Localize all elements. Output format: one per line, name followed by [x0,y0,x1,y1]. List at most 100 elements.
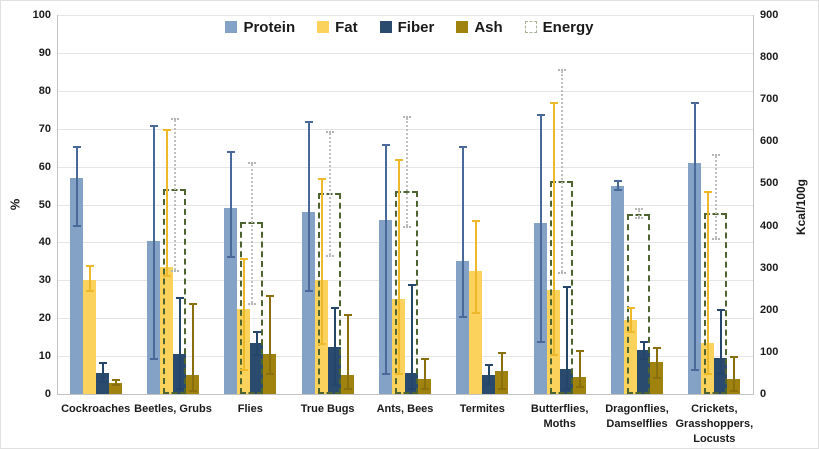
energy-error-cap [325,130,334,133]
error-cap-fiber [485,382,494,385]
error-bar-fat [166,128,168,277]
error-cap-ash [730,390,739,393]
y-axis-tick-right: 300 [760,261,779,274]
energy-error-bar [251,164,254,304]
error-cap-ash [111,384,120,387]
error-bar-protein [307,121,310,292]
gridline [57,15,753,16]
error-bar-ash [192,303,194,393]
error-bar-fat [398,159,400,376]
error-cap-fiber [176,297,184,300]
error-cap-fat [549,354,558,357]
error-cap-ash [421,388,429,391]
error-cap-fat [472,312,481,315]
y-axis-tick-left: 70 [38,122,51,135]
bar-fiber [714,357,728,394]
error-bar-fat [243,257,246,372]
y-axis-tick-left: 0 [44,388,51,400]
x-axis-label: Termites [459,403,505,415]
energy-error-bar [174,120,176,270]
gridline [57,280,753,282]
gridline [57,90,753,92]
bar-protein [301,212,315,394]
error-bar-fiber [488,363,491,385]
x-axis-label: Ants, Bees [376,403,434,415]
error-cap-ash [189,390,197,393]
y-axis-line-left [57,15,58,395]
error-cap-fiber [717,373,726,376]
energy-error-cap [248,303,257,306]
legend-label-fat: Fat [335,18,358,36]
gridline [57,318,753,320]
error-cap-fiber [562,388,571,391]
error-bar-fiber [101,361,104,383]
bar-protein [224,208,238,394]
bar-fiber [482,375,496,394]
bar-protein [456,261,470,394]
legend-item-fiber: Fiber [379,19,434,36]
legend-label-ash: Ash [474,18,503,36]
error-bar-protein [230,151,233,258]
legend-item-energy: Energy [524,19,594,36]
legend-item-ash: Ash [456,18,503,36]
error-cap-fat [240,369,249,372]
gridline [57,242,753,244]
error-cap-fiber [176,388,184,391]
error-bar-fat [475,219,478,315]
error-cap-protein [227,151,236,154]
error-cap-protein [304,289,313,292]
error-cap-ash [111,378,120,381]
y-axis-tick-right: 600 [760,135,779,148]
energy-error-bar [328,132,331,256]
error-bar-fat [320,177,323,345]
legend-swatch-fat [317,21,330,33]
error-cap-protein [459,316,468,319]
error-bar-fat [552,102,555,357]
gridline [57,204,753,206]
error-cap-fat [549,102,558,105]
error-cap-ash [498,388,507,391]
legend-label-protein: Protein [243,18,296,36]
energy-error-bar [406,118,408,226]
error-bar-protein [385,143,387,376]
error-cap-ash [343,314,352,317]
error-cap-ash [653,346,661,349]
error-cap-fiber [253,331,262,334]
error-cap-protein [72,225,81,228]
error-cap-protein [536,340,545,343]
energy-error-cap [403,225,411,228]
legend: Protein Fat Fiber Ash Energy [1,15,818,39]
error-bar-fat [88,265,91,292]
energy-error-cap [171,269,179,272]
y-axis-tick-left: 30 [38,274,51,287]
energy-error-bar [560,70,563,272]
error-bar-fiber [643,340,645,360]
error-cap-protein [691,369,700,372]
error-cap-fat [704,191,713,194]
error-cap-fat [317,342,326,345]
error-cap-protein [72,145,81,148]
error-cap-ash [575,386,584,389]
error-cap-fiber [717,308,726,311]
x-axis-label: Cockroaches [61,403,131,415]
y-axis-line-right [753,15,754,395]
error-cap-protein [614,189,622,192]
y-axis-tick-right: 900 [760,9,779,21]
bar-protein [69,177,83,394]
energy-error-cap [712,238,721,241]
gridline [57,52,753,54]
error-cap-protein [382,143,390,146]
error-cap-fat [627,331,635,334]
error-bar-ash [578,350,581,389]
error-cap-fat [704,373,713,376]
error-cap-protein [227,255,236,258]
y-axis-tick-left: 80 [38,84,51,97]
error-bar-ash [269,295,272,376]
error-cap-fat [472,219,481,222]
y-axis-tick-right: 200 [760,303,779,316]
error-cap-ash [189,303,197,306]
error-cap-protein [382,373,390,376]
x-axis-label: True Bugs [300,403,355,415]
error-bar-protein [694,102,697,372]
